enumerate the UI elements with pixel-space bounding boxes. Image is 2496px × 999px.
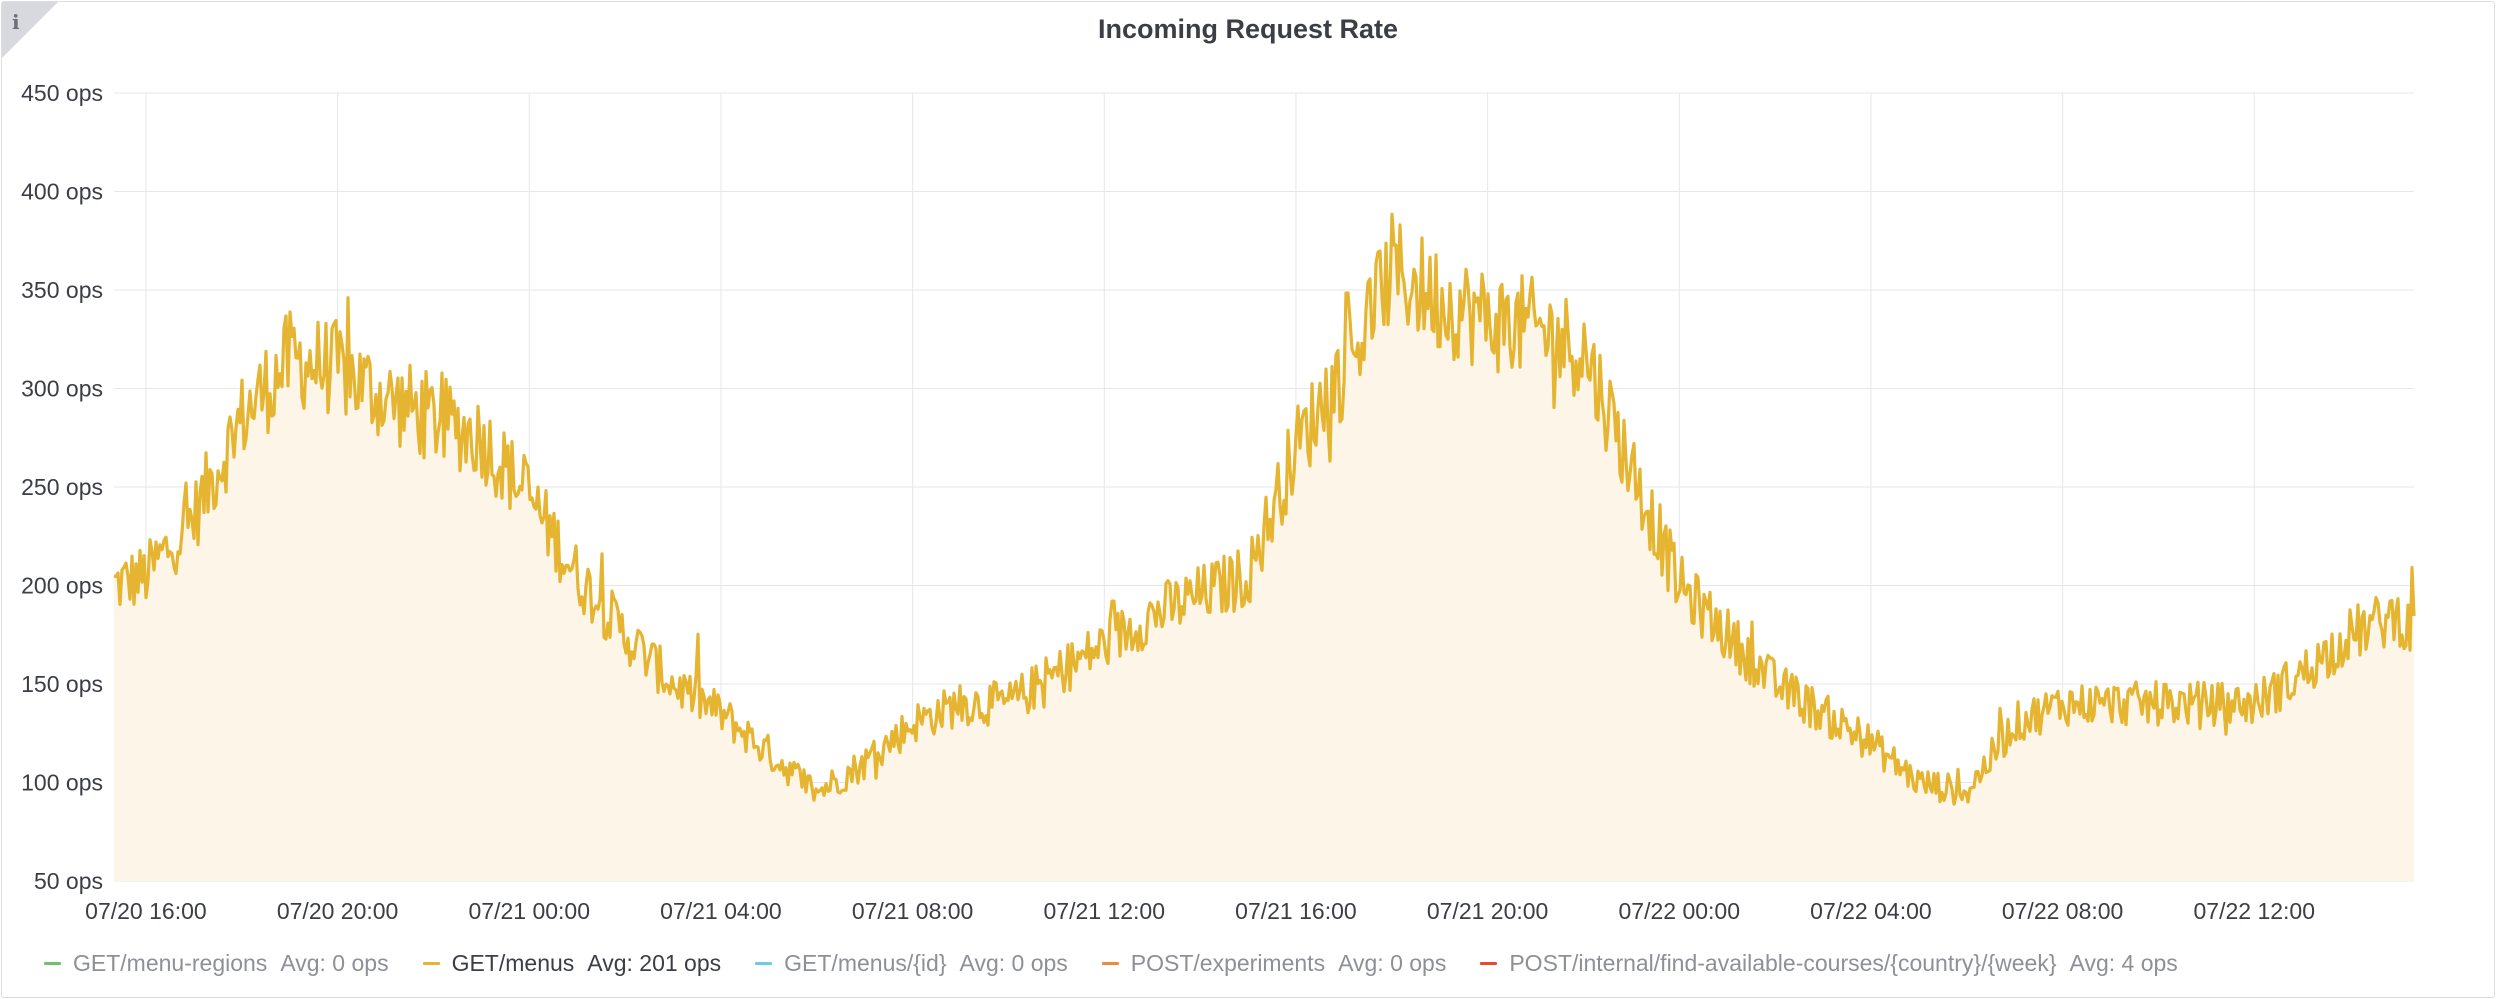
x-tick-label: 07/20 20:00 [277,898,399,924]
x-tick-label: 07/21 16:00 [1235,898,1357,924]
legend-swatch [422,961,440,965]
x-tick-label: 07/21 08:00 [852,898,974,924]
legend-avg: Avg: 0 ops [280,949,389,976]
legend-label: POST/internal/find-available-courses/{co… [1509,949,2057,976]
x-tick-label: 07/21 04:00 [660,898,782,924]
legend-avg: Avg: 0 ops [1338,949,1447,976]
y-tick-label: 100 ops [21,770,103,796]
y-tick-label: 50 ops [34,868,103,894]
legend-label: GET/menus/{id} [784,949,947,976]
legend-item[interactable]: POST/internal/find-available-courses/{co… [1480,949,2178,977]
legend-label: GET/menus [451,949,575,976]
y-axis: 50 ops 100 ops 150 ops 200 ops 250 ops 300 op… [21,80,103,894]
legend-avg: Avg: 4 ops [2069,949,2178,976]
x-tick-label: 07/22 00:00 [1619,898,1741,924]
x-tick-label: 07/21 00:00 [469,898,591,924]
y-tick-label: 400 ops [21,179,103,205]
legend-avg: Avg: 0 ops [959,949,1068,976]
x-tick-label: 07/20 16:00 [85,898,207,924]
line-layer [113,212,2416,806]
legend-label: GET/menu-regions [73,949,268,976]
series-line-get-menus[interactable] [113,212,2416,806]
legend-swatch [1480,961,1498,965]
legend-item[interactable]: GET/menus Avg: 201 ops [422,949,722,977]
y-tick-label: 150 ops [21,671,103,697]
legend-item[interactable]: GET/menu-regions Avg: 0 ops [44,950,389,977]
y-tick-label: 300 ops [21,376,103,402]
legend-swatch [1101,961,1119,965]
legend-avg: Avg: 201 ops [587,949,722,976]
x-axis: 07/20 16:00 07/20 20:00 07/21 00:00 07/21 0… [85,898,2315,924]
legend-item[interactable]: GET/menus/{id} Avg: 0 ops [755,950,1068,977]
legend-item[interactable]: POST/experiments Avg: 0 ops [1101,949,1447,977]
info-icon[interactable]: i [12,10,20,34]
legend-label: POST/experiments [1130,949,1326,976]
panel-info-corner[interactable] [2,2,58,58]
y-tick-label: 200 ops [21,573,103,599]
y-tick-label: 450 ops [21,80,103,106]
x-tick-label: 07/21 12:00 [1044,898,1166,924]
y-tick-label: 350 ops [21,277,103,303]
x-tick-label: 07/22 08:00 [2002,898,2124,924]
legend-swatch [755,961,773,965]
x-tick-label: 07/22 12:00 [2194,898,2316,924]
legend-swatch [44,961,61,965]
x-tick-label: 07/22 04:00 [1810,898,1932,924]
panel-title: Incoming Request Rate [1097,14,1399,44]
x-tick-label: 07/21 20:00 [1427,898,1549,924]
legend: GET/menu-regions Avg: 0 ops GET/menus Avg: … [44,948,2212,978]
y-tick-label: 250 ops [21,474,103,500]
